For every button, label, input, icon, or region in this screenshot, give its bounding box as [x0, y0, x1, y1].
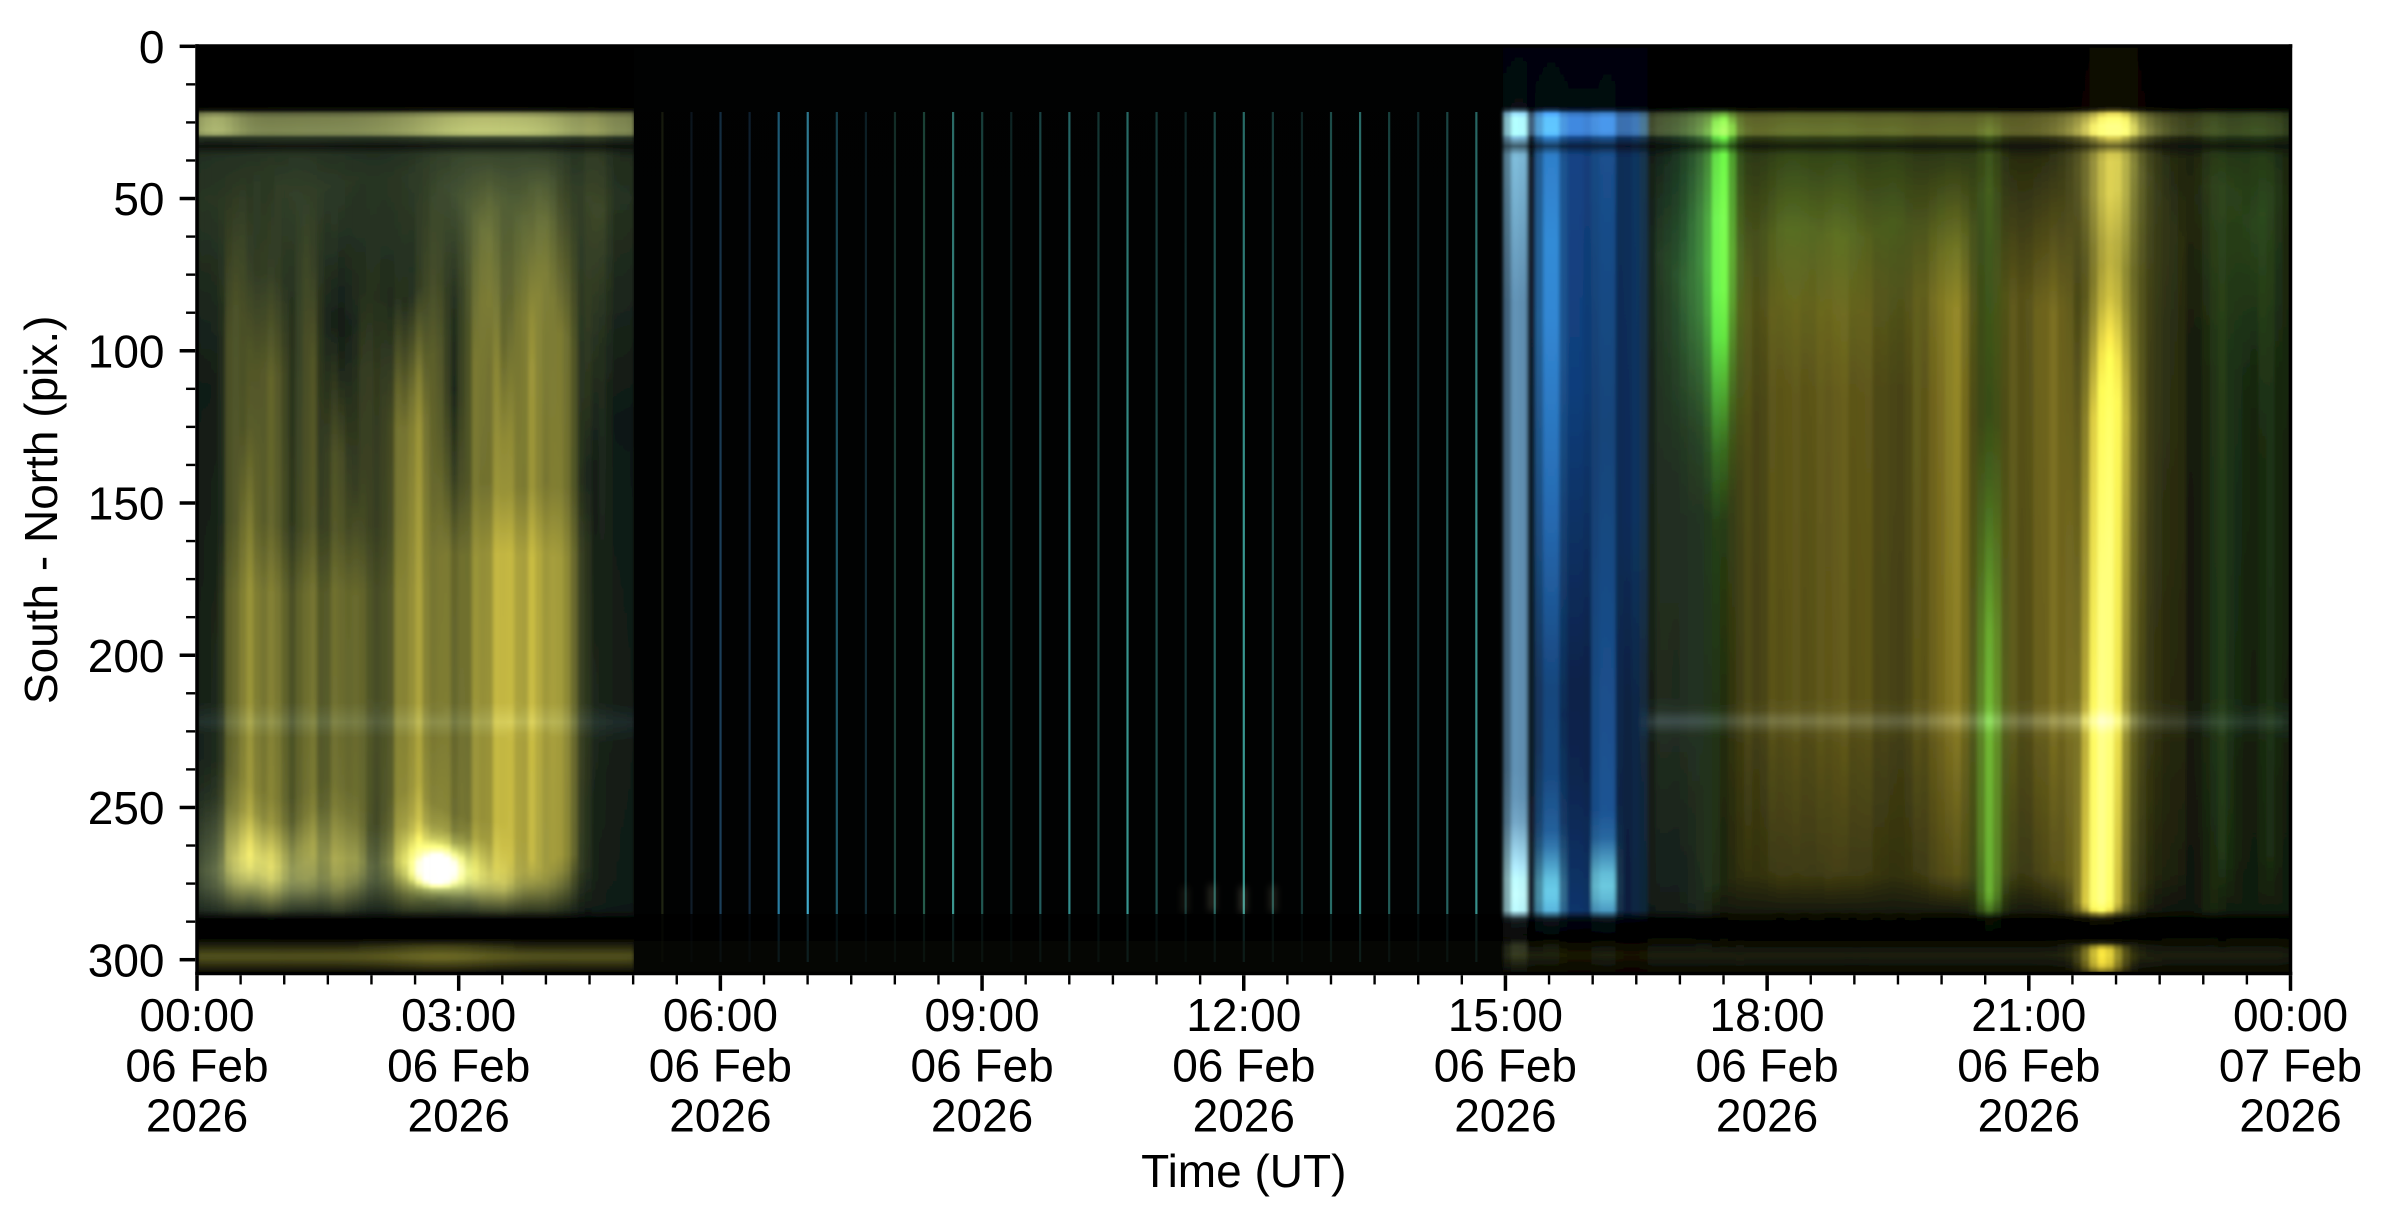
svg-text:06 Feb: 06 Feb — [125, 1039, 268, 1091]
svg-text:06 Feb: 06 Feb — [1695, 1039, 1838, 1091]
svg-text:2026: 2026 — [931, 1090, 1033, 1142]
svg-text:50: 50 — [113, 173, 164, 225]
svg-text:2026: 2026 — [2239, 1090, 2341, 1142]
svg-text:06 Feb: 06 Feb — [910, 1039, 1053, 1091]
svg-text:00:00: 00:00 — [139, 989, 254, 1041]
svg-text:15:00: 15:00 — [1448, 989, 1563, 1041]
svg-text:06 Feb: 06 Feb — [387, 1039, 530, 1091]
svg-text:06 Feb: 06 Feb — [1957, 1039, 2100, 1091]
svg-text:00:00: 00:00 — [2233, 989, 2348, 1041]
svg-text:06 Feb: 06 Feb — [1434, 1039, 1577, 1091]
svg-text:2026: 2026 — [1978, 1090, 2080, 1142]
svg-text:21:00: 21:00 — [1971, 989, 2086, 1041]
svg-text:03:00: 03:00 — [401, 989, 516, 1041]
svg-text:300: 300 — [88, 934, 165, 986]
svg-text:2026: 2026 — [1193, 1090, 1295, 1142]
svg-text:06 Feb: 06 Feb — [1172, 1039, 1315, 1091]
svg-text:Time (UT): Time (UT) — [1141, 1145, 1346, 1197]
svg-text:South - North (pix.): South - North (pix.) — [15, 316, 67, 705]
svg-text:150: 150 — [88, 478, 165, 530]
svg-text:0: 0 — [139, 21, 165, 73]
svg-text:2026: 2026 — [146, 1090, 248, 1142]
svg-text:06 Feb: 06 Feb — [649, 1039, 792, 1091]
svg-text:2026: 2026 — [1454, 1090, 1556, 1142]
svg-text:2026: 2026 — [408, 1090, 510, 1142]
svg-text:200: 200 — [88, 630, 165, 682]
svg-text:2026: 2026 — [669, 1090, 771, 1142]
svg-text:250: 250 — [88, 782, 165, 834]
svg-text:18:00: 18:00 — [1710, 989, 1825, 1041]
svg-text:12:00: 12:00 — [1186, 989, 1301, 1041]
svg-text:07 Feb: 07 Feb — [2219, 1039, 2362, 1091]
svg-text:06:00: 06:00 — [663, 989, 778, 1041]
svg-text:2026: 2026 — [1716, 1090, 1818, 1142]
svg-text:09:00: 09:00 — [925, 989, 1040, 1041]
svg-text:100: 100 — [88, 325, 165, 377]
